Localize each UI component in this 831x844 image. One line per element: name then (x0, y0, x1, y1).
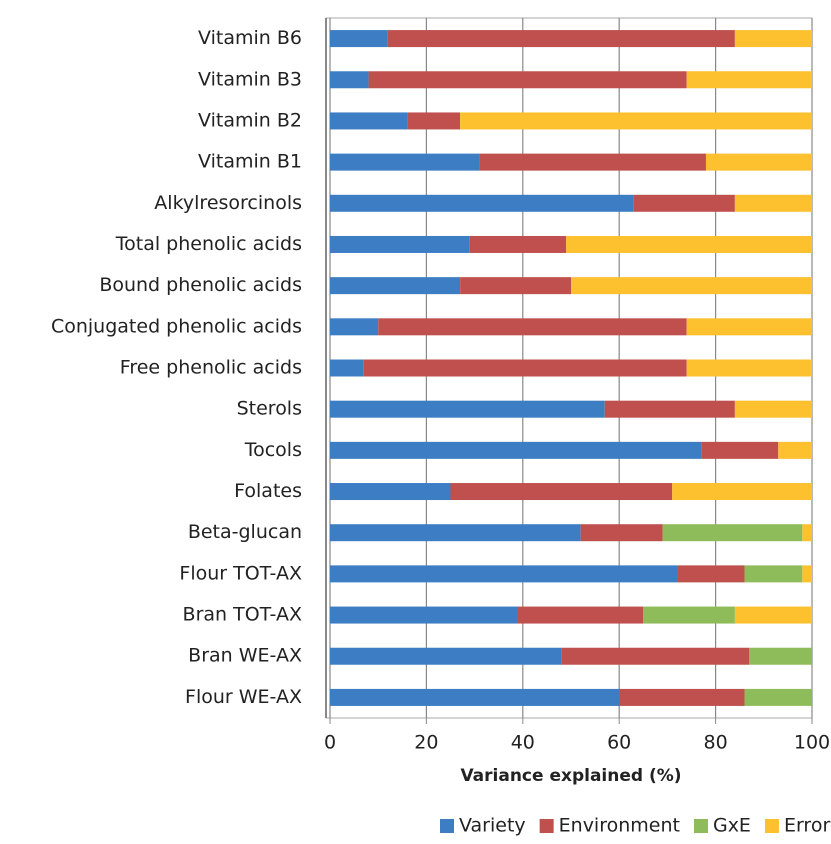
bar-segment (705, 153, 812, 171)
bar-segment (734, 400, 812, 418)
legend-swatch (539, 819, 554, 833)
bar-segment (677, 565, 745, 583)
y-tick-label: Tocols (244, 439, 302, 461)
bar-segment (460, 277, 571, 295)
x-tick-label: 20 (414, 732, 438, 754)
bar-segment (330, 318, 379, 336)
y-tick-label: Alkylresorcinols (154, 192, 302, 214)
bar-segment (701, 441, 779, 459)
bar-segment (330, 688, 620, 706)
x-tick-label: 80 (704, 732, 728, 754)
y-tick-label: Flour WE-AX (185, 686, 302, 708)
y-tick-label: Vitamin B1 (198, 151, 302, 173)
bar-segment (686, 359, 812, 377)
legend-label: GxE (713, 815, 751, 837)
x-axis-title: Variance explained (%) (460, 766, 681, 786)
legend-swatch (440, 819, 454, 833)
bar-segment (662, 524, 803, 542)
bar-segment (571, 277, 812, 295)
bar-segment (686, 71, 812, 89)
bar-segment (330, 194, 634, 212)
bar-segment (469, 235, 567, 253)
x-tick-label: 100 (794, 732, 830, 754)
bar-segment (672, 483, 812, 501)
bar-segment (744, 688, 812, 706)
legend-swatch (693, 819, 708, 833)
y-tick-label: Bound phenolic acids (99, 274, 302, 296)
y-tick-label: Free phenolic acids (120, 357, 302, 379)
legend-label: Variety (459, 815, 526, 837)
bar-segment (363, 359, 687, 377)
bar-segment (734, 30, 812, 48)
legend-label: Environment (559, 815, 680, 837)
bar-segment (619, 688, 745, 706)
bar-segment (407, 112, 461, 130)
bar-segment (330, 359, 364, 377)
bar-segment (460, 112, 812, 130)
x-tick-label: 40 (511, 732, 535, 754)
bar-segment (387, 30, 735, 48)
bar-segment (517, 606, 644, 624)
bar-segment (330, 235, 470, 253)
bar-segment (686, 318, 812, 336)
bar-segment (802, 524, 812, 542)
bar-segment (368, 71, 687, 89)
bar-segment (330, 565, 678, 583)
legend-swatch (764, 819, 779, 833)
bar-segment (330, 112, 408, 130)
x-tick-label: 0 (324, 732, 336, 754)
bar-segment (749, 647, 812, 665)
bar-segment (580, 524, 663, 542)
y-tick-label: Flour TOT-AX (179, 562, 302, 584)
y-tick-label: Bran TOT-AX (183, 604, 302, 626)
bar-segment (330, 483, 451, 501)
bar-segment (378, 318, 687, 336)
bar-segment (633, 194, 735, 212)
bar-segment (734, 194, 812, 212)
y-tick-label: Vitamin B6 (198, 27, 302, 49)
y-tick-label: Conjugated phenolic acids (51, 315, 302, 337)
bar-segment (566, 235, 812, 253)
y-tick-label: Vitamin B3 (198, 68, 302, 90)
bar-segment (330, 30, 388, 48)
y-tick-label: Beta-glucan (188, 521, 302, 543)
bar-segment (744, 565, 803, 583)
legend-label: Error (784, 815, 831, 837)
bar-segment (479, 153, 706, 171)
y-tick-label: Total phenolic acids (115, 233, 302, 255)
bar-segment (450, 483, 673, 501)
bar-segment (734, 606, 812, 624)
bar-segment (604, 400, 735, 418)
bar-segment (330, 277, 461, 295)
y-tick-label: Folates (234, 480, 302, 502)
bar-segment (802, 565, 812, 583)
bar-segment (561, 647, 750, 665)
bar-segment (330, 153, 480, 171)
bar-segment (330, 441, 702, 459)
bar-segment (643, 606, 735, 624)
y-tick-label: Sterols (237, 398, 302, 420)
y-tick-label: Bran WE-AX (188, 645, 302, 667)
x-tick-label: 60 (607, 732, 631, 754)
bar-segment (330, 400, 605, 418)
bar-segment (330, 647, 562, 665)
bar-segment (330, 71, 369, 89)
bar-segment (330, 524, 581, 542)
y-tick-label: Vitamin B2 (198, 109, 302, 131)
bar-segment (778, 441, 812, 459)
bar-segment (330, 606, 518, 624)
